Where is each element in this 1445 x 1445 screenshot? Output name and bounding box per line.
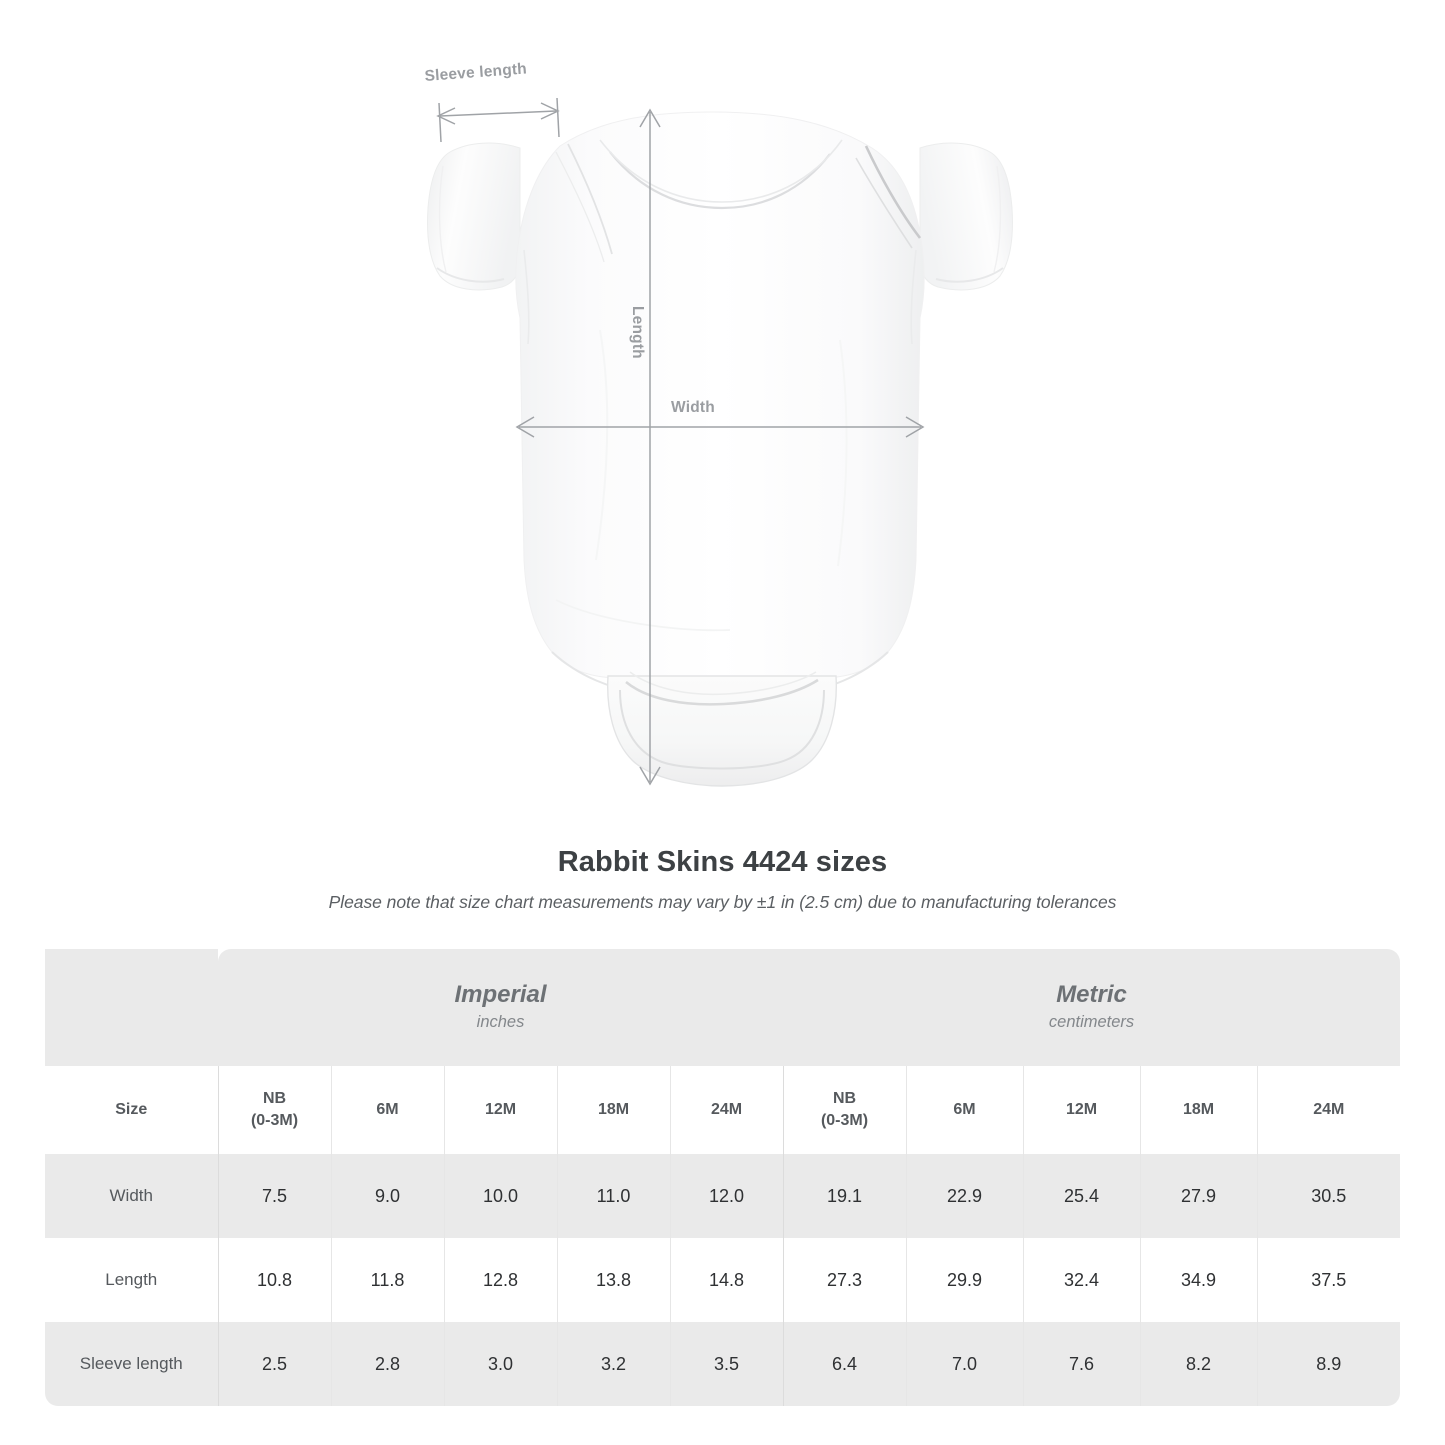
cell-width-metric-18m: 27.9 [1139,1154,1258,1238]
size-col-line1: NB [832,1090,857,1108]
tolerance-note: Please note that size chart measurements… [328,892,1117,912]
cell-width-imperial-18m: 11.0 [556,1154,670,1238]
size-col-line1: 12M [1065,1101,1098,1119]
cell-length-metric-6m: 29.9 [905,1238,1024,1322]
length-arrow [639,108,661,786]
size-col-header-imperial-24m: 24M [669,1066,784,1154]
cell-sleeve-metric-nb: 6.4 [782,1322,907,1406]
cell-sleeve-imperial-6m: 2.8 [330,1322,444,1406]
size-col-line1: 24M [710,1101,743,1119]
sleeve-length-arrow [436,97,560,143]
size-col-line1: NB [262,1090,287,1108]
cell-sleeve-imperial-nb: 2.5 [217,1322,331,1406]
size-col-line1: 6M [376,1101,399,1119]
size-col-header-metric-24m: 24M [1256,1066,1401,1154]
table-row: Length 10.8 11.8 12.8 13.8 14.8 27.3 29.… [45,1238,1401,1322]
bodysuit-body [515,111,925,695]
size-col-header-imperial-18m: 18M [556,1066,670,1154]
size-col-line1: 24M [1313,1101,1345,1119]
page-title: Rabbit Skins 4424 sizes [557,846,888,878]
cell-length-imperial-12m: 12.8 [443,1238,557,1322]
unit-group-imperial: Imperial inches [218,949,784,1066]
size-col-header-imperial-nb: NB (0-3M) [217,1066,331,1154]
width-annotation: Width [671,399,715,416]
cell-sleeve-metric-24m: 8.9 [1256,1322,1401,1406]
size-col-line2: (0-3M) [820,1112,869,1129]
size-col-line1: 12M [484,1101,517,1119]
left-sleeve [427,142,521,291]
cell-width-imperial-nb: 7.5 [217,1154,331,1238]
table-row: Width 7.5 9.0 10.0 11.0 12.0 19.1 22.9 2… [45,1154,1401,1238]
unit-group-metric: Metric centimeters [783,949,1401,1066]
unit-group-metric-name: Metric [1056,981,1127,1009]
size-col-line2: (0-3M) [250,1112,299,1129]
cell-sleeve-metric-12m: 7.6 [1022,1322,1141,1406]
cell-sleeve-imperial-24m: 3.5 [669,1322,784,1406]
width-arrow [515,416,925,438]
size-col-header-metric-nb: NB (0-3M) [782,1066,907,1154]
cell-width-metric-nb: 19.1 [782,1154,907,1238]
size-table: Imperial inches Metric centimeters Size … [45,949,1401,1406]
length-annotation: Length [629,306,646,359]
size-col-header-metric-12m: 12M [1022,1066,1141,1154]
size-col-header-metric-6m: 6M [905,1066,1024,1154]
right-sleeve [919,142,1013,291]
measurement-arrows [436,97,925,786]
cell-length-imperial-nb: 10.8 [217,1238,331,1322]
cell-length-imperial-24m: 14.8 [669,1238,784,1322]
size-col-header-metric-18m: 18M [1139,1066,1258,1154]
size-header-row: Size NB (0-3M) 6M 12M 18M 24 [45,1066,1401,1154]
unit-group-imperial-sub: inches [476,1013,525,1032]
garment-illustration: Sleeve length Length Width [424,60,1013,787]
size-col-header-imperial-12m: 12M [443,1066,557,1154]
size-table-container: Imperial inches Metric centimeters Size … [45,949,1401,1406]
cell-length-imperial-6m: 11.8 [330,1238,444,1322]
cell-sleeve-metric-18m: 8.2 [1139,1322,1258,1406]
size-col-header-imperial-6m: 6M [330,1066,444,1154]
row-label-length: Length [45,1238,218,1322]
cell-length-metric-18m: 34.9 [1139,1238,1258,1322]
unit-group-imperial-name: Imperial [454,981,547,1009]
title-block: Rabbit Skins 4424 sizes Please note that… [0,846,1445,913]
cell-sleeve-imperial-12m: 3.0 [443,1322,557,1406]
cell-width-imperial-12m: 10.0 [443,1154,557,1238]
size-col-line1: 6M [953,1101,976,1119]
row-label-width: Width [45,1154,218,1238]
bodysuit-diagram-svg [427,97,1013,787]
unit-group-metric-sub: centimeters [1048,1013,1135,1032]
cell-length-metric-24m: 37.5 [1256,1238,1401,1322]
unit-row-spacer [45,949,218,1066]
corner-header-size: Size [45,1066,218,1154]
size-col-line1: 18M [597,1101,630,1119]
cell-width-metric-24m: 30.5 [1256,1154,1401,1238]
cell-length-metric-12m: 32.4 [1022,1238,1141,1322]
row-label-sleeve-length: Sleeve length [45,1322,218,1406]
cell-width-metric-12m: 25.4 [1022,1154,1141,1238]
size-col-line1: 18M [1182,1101,1215,1119]
unit-group-row: Imperial inches Metric centimeters [45,949,1401,1066]
cell-width-imperial-6m: 9.0 [330,1154,444,1238]
table-row: Sleeve length 2.5 2.8 3.0 3.2 3.5 6.4 7.… [45,1322,1401,1406]
cell-sleeve-imperial-18m: 3.2 [556,1322,670,1406]
cell-length-metric-nb: 27.3 [782,1238,907,1322]
cell-width-metric-6m: 22.9 [905,1154,1024,1238]
cell-width-imperial-24m: 12.0 [669,1154,784,1238]
cell-length-imperial-18m: 13.8 [556,1238,670,1322]
cell-sleeve-metric-6m: 7.0 [905,1322,1024,1406]
crotch-snap-panel [607,671,837,787]
